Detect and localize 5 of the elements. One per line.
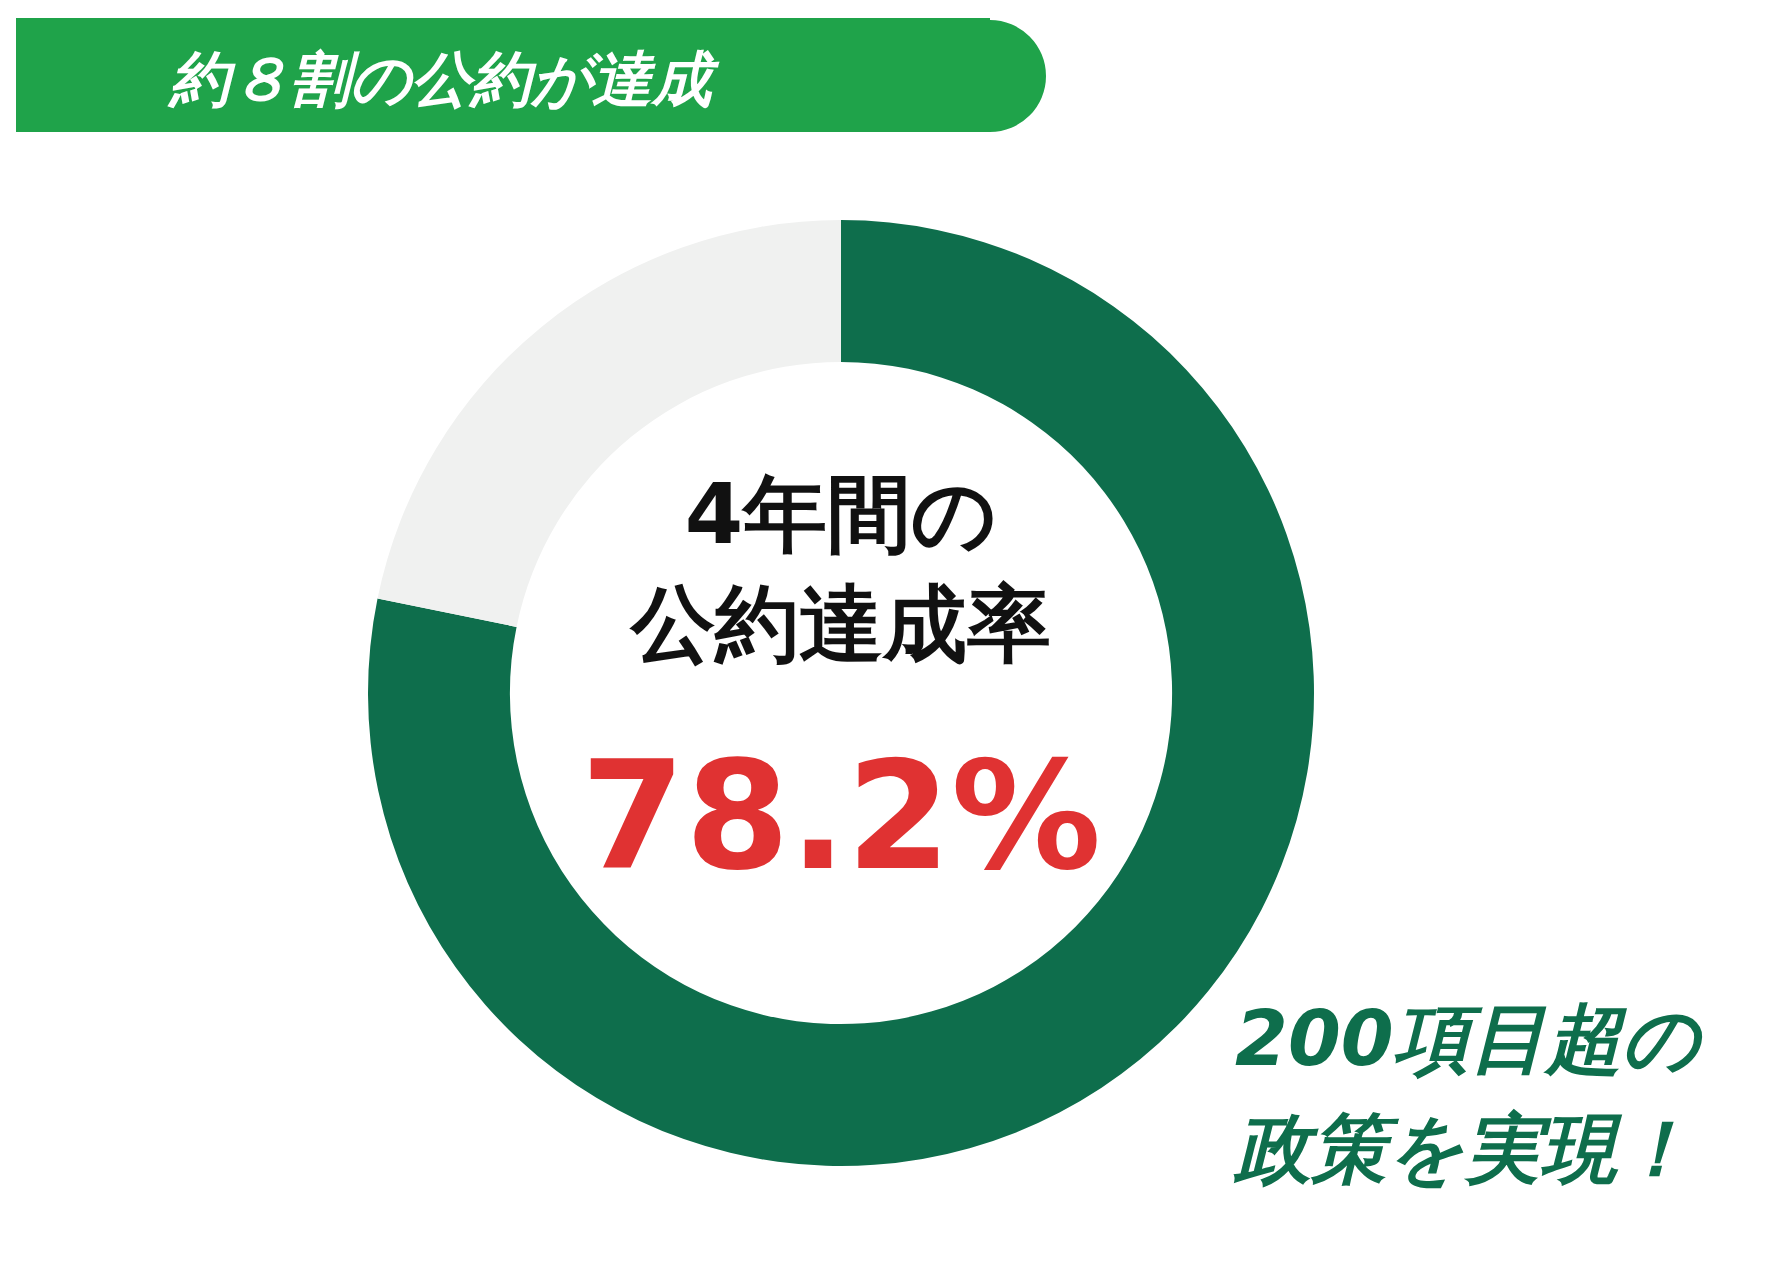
title: 約８割の公約が達成 <box>16 18 1046 132</box>
text: 4年間の公約達成率 <box>629 465 1051 673</box>
chart-title: 約８割の公約が達成 <box>167 44 720 114</box>
data-label: 78.2% <box>580 729 1102 903</box>
text: 200項目超の政策を実現！ <box>1233 994 1705 1193</box>
